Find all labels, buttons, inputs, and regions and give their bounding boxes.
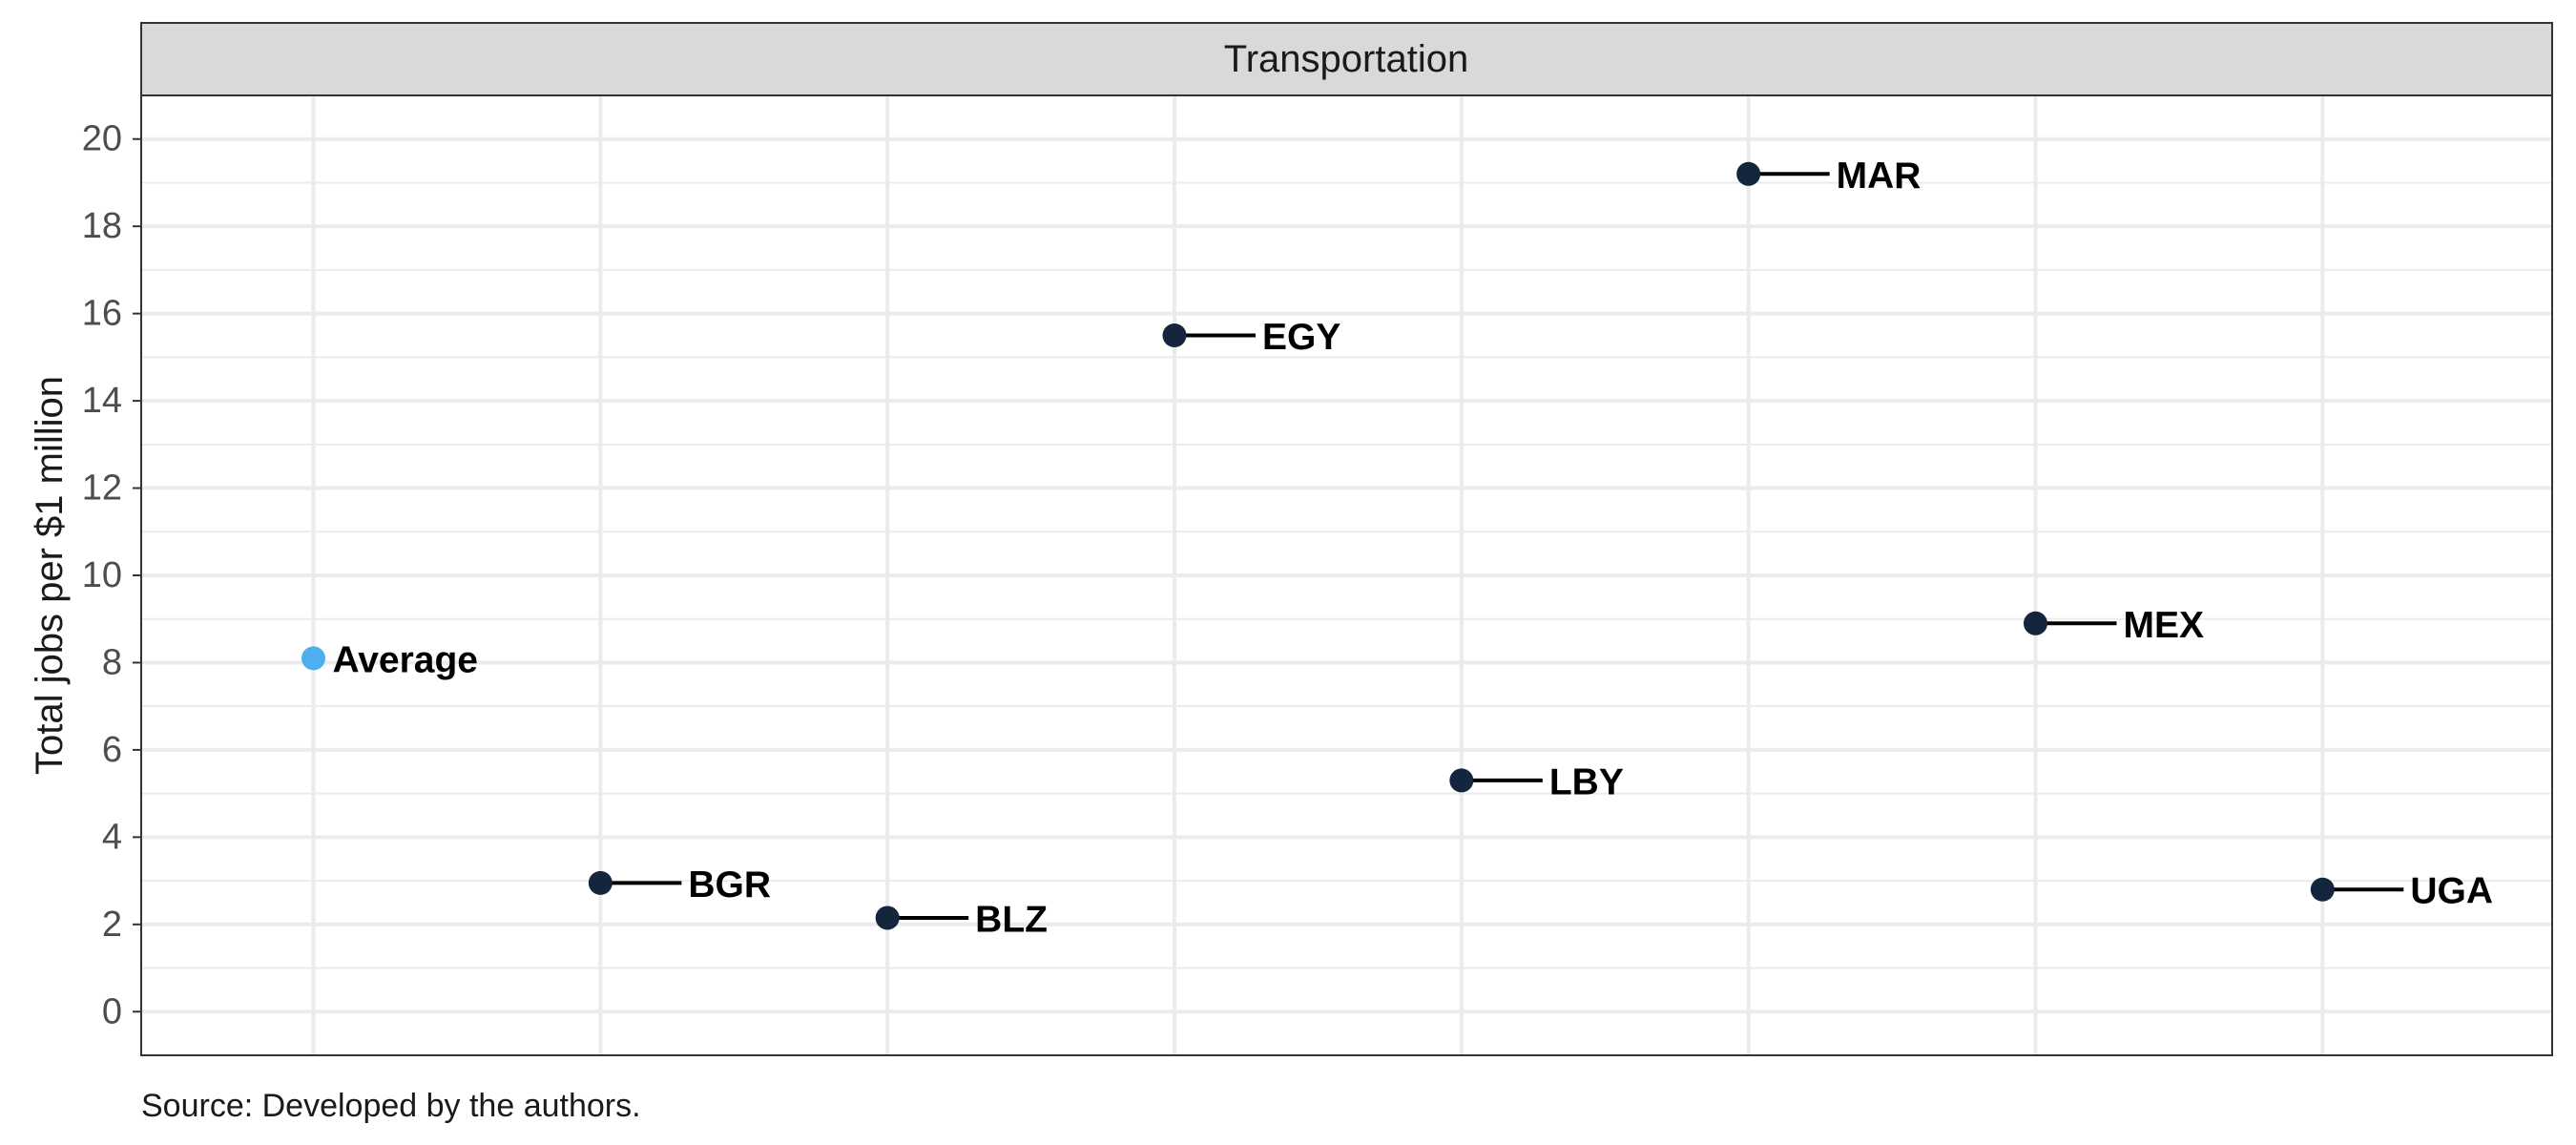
- source-caption: Source: Developed by the authors.: [141, 1088, 641, 1124]
- y-tick-label: 10: [82, 555, 122, 595]
- data-point-group: MAR: [1736, 156, 1921, 197]
- average-point: [301, 646, 325, 671]
- point-label: UGA: [2410, 871, 2493, 912]
- point-label: BGR: [688, 864, 771, 906]
- point-label: MEX: [2124, 605, 2205, 646]
- data-point-group: EGY: [1162, 317, 1340, 358]
- y-tick-label: 16: [82, 294, 122, 334]
- y-tick-label: 14: [82, 381, 122, 421]
- data-point-group: MEX: [2024, 605, 2204, 646]
- data-point-group: LBY: [1449, 761, 1624, 802]
- gridlines: [141, 95, 2552, 1055]
- point-label: EGY: [1262, 317, 1340, 358]
- data-point: [1162, 323, 1187, 347]
- data-point: [2310, 877, 2335, 902]
- data-point-group: Average: [301, 639, 478, 680]
- y-axis: 0 2 4 6 8 10 12 14 16 18 20: [82, 119, 141, 1031]
- data-point-group: BGR: [588, 864, 771, 906]
- y-tick-label: 8: [102, 642, 122, 682]
- data-point: [875, 906, 900, 930]
- point-label: Average: [333, 639, 478, 680]
- y-tick-label: 18: [82, 206, 122, 246]
- data-point-group: UGA: [2310, 871, 2493, 912]
- point-label: BLZ: [975, 899, 1048, 940]
- y-tick-label: 6: [102, 730, 122, 770]
- data-point: [2024, 611, 2047, 635]
- data-layer: Average BGR BLZ EGY LBY MAR MEX UGA: [301, 156, 2493, 940]
- facet-title: Transportation: [1224, 38, 1468, 80]
- y-tick-label: 4: [102, 817, 122, 857]
- y-tick-label: 2: [102, 905, 122, 945]
- y-tick-label: 20: [82, 119, 122, 159]
- data-point: [588, 870, 613, 895]
- facet-strip-background: [140, 22, 2553, 96]
- y-tick-label: 12: [82, 468, 122, 509]
- y-tick-label: 0: [102, 991, 122, 1031]
- point-label: LBY: [1549, 761, 1624, 802]
- point-label: MAR: [1837, 156, 1922, 197]
- data-point: [1736, 161, 1761, 186]
- data-point-group: BLZ: [875, 899, 1048, 940]
- facet-strip: Transportation: [140, 22, 2553, 96]
- data-point: [1449, 768, 1474, 793]
- y-axis-title: Total jobs per $1 million: [29, 376, 71, 775]
